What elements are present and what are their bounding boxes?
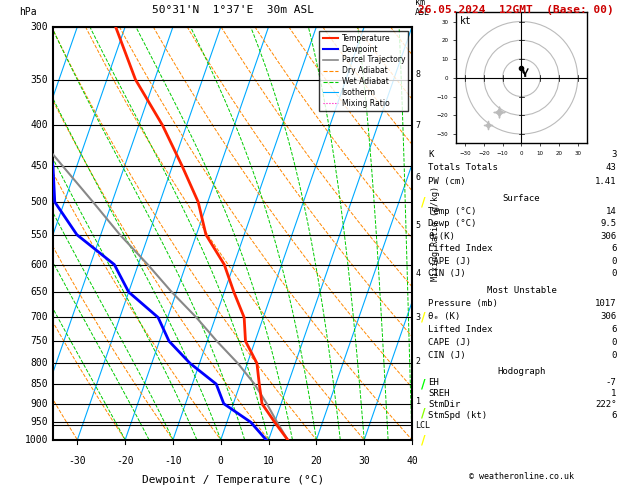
Text: 7: 7 [416,121,421,130]
Text: 450: 450 [30,161,48,171]
Text: /: / [421,407,426,419]
Text: 800: 800 [30,358,48,368]
Text: 10: 10 [263,456,274,467]
Text: 6: 6 [611,411,616,420]
Text: Most Unstable: Most Unstable [486,286,557,295]
Text: 2: 2 [416,357,421,365]
Text: θₑ (K): θₑ (K) [428,312,460,321]
Text: -30: -30 [69,456,86,467]
Text: Dewpoint / Temperature (°C): Dewpoint / Temperature (°C) [142,475,324,485]
Text: 40: 40 [406,456,418,467]
Text: Lifted Index: Lifted Index [428,325,493,334]
Text: 222°: 222° [595,400,616,409]
Text: 700: 700 [30,312,48,322]
Text: SREH: SREH [428,389,450,398]
Text: 0: 0 [611,257,616,266]
Text: © weatheronline.co.uk: © weatheronline.co.uk [469,472,574,481]
Text: PW (cm): PW (cm) [428,177,466,186]
Text: 300: 300 [30,22,48,32]
Text: 0: 0 [611,350,616,360]
Text: 650: 650 [30,287,48,297]
Text: CAPE (J): CAPE (J) [428,338,471,347]
Text: Lifted Index: Lifted Index [428,244,493,253]
Text: 900: 900 [30,399,48,409]
Text: 1.41: 1.41 [595,177,616,186]
Text: 0: 0 [218,456,224,467]
Text: -7: -7 [606,378,616,387]
Text: Temp (°C): Temp (°C) [428,207,477,216]
Text: 3: 3 [611,150,616,158]
Text: 9.5: 9.5 [601,219,616,228]
Text: θₑ(K): θₑ(K) [428,232,455,241]
Text: 550: 550 [30,230,48,240]
Text: km
ASL: km ASL [415,0,430,17]
Text: StmDir: StmDir [428,400,460,409]
Text: 1017: 1017 [595,299,616,308]
Text: 400: 400 [30,121,48,130]
Text: 8: 8 [416,70,421,79]
Text: 3: 3 [416,313,421,322]
Text: /: / [421,378,426,391]
Text: 26.05.2024  12GMT  (Base: 00): 26.05.2024 12GMT (Base: 00) [418,4,614,15]
Text: 4: 4 [416,269,421,278]
Text: -10: -10 [164,456,182,467]
Text: 0: 0 [611,338,616,347]
Text: 500: 500 [30,197,48,207]
Text: K: K [428,150,433,158]
Text: hPa: hPa [19,7,37,17]
Text: 20: 20 [311,456,322,467]
Text: 30: 30 [359,456,370,467]
Text: Surface: Surface [503,194,540,203]
Text: Dewp (°C): Dewp (°C) [428,219,477,228]
Text: /: / [421,311,426,324]
Text: Totals Totals: Totals Totals [428,163,498,173]
Text: kt: kt [460,16,472,26]
Text: -20: -20 [116,456,134,467]
Text: 306: 306 [601,232,616,241]
Text: Pressure (mb): Pressure (mb) [428,299,498,308]
Text: 350: 350 [30,75,48,85]
Text: 14: 14 [606,207,616,216]
Text: CIN (J): CIN (J) [428,350,466,360]
Text: 950: 950 [30,417,48,427]
Legend: Temperature, Dewpoint, Parcel Trajectory, Dry Adiabat, Wet Adiabat, Isotherm, Mi: Temperature, Dewpoint, Parcel Trajectory… [320,31,408,111]
Text: 6: 6 [611,244,616,253]
Text: 850: 850 [30,379,48,389]
Text: 6: 6 [416,173,421,182]
Text: Mixing Ratio (g/kg): Mixing Ratio (g/kg) [431,186,440,281]
Text: 600: 600 [30,260,48,270]
Text: 1: 1 [416,397,421,406]
Text: CIN (J): CIN (J) [428,269,466,278]
Text: Hodograph: Hodograph [498,366,545,376]
Text: 5: 5 [416,221,421,230]
Text: LCL: LCL [416,420,431,430]
Text: 306: 306 [601,312,616,321]
Text: EH: EH [428,378,439,387]
Text: /: / [421,434,426,446]
Text: 750: 750 [30,336,48,346]
Text: 0: 0 [611,269,616,278]
Text: 50°31'N  1°37'E  30m ASL: 50°31'N 1°37'E 30m ASL [152,4,314,15]
Text: StmSpd (kt): StmSpd (kt) [428,411,487,420]
Text: CAPE (J): CAPE (J) [428,257,471,266]
Text: /: / [421,195,426,208]
Text: 43: 43 [606,163,616,173]
Text: 6: 6 [611,325,616,334]
Text: 1: 1 [611,389,616,398]
Text: 1000: 1000 [25,435,48,445]
